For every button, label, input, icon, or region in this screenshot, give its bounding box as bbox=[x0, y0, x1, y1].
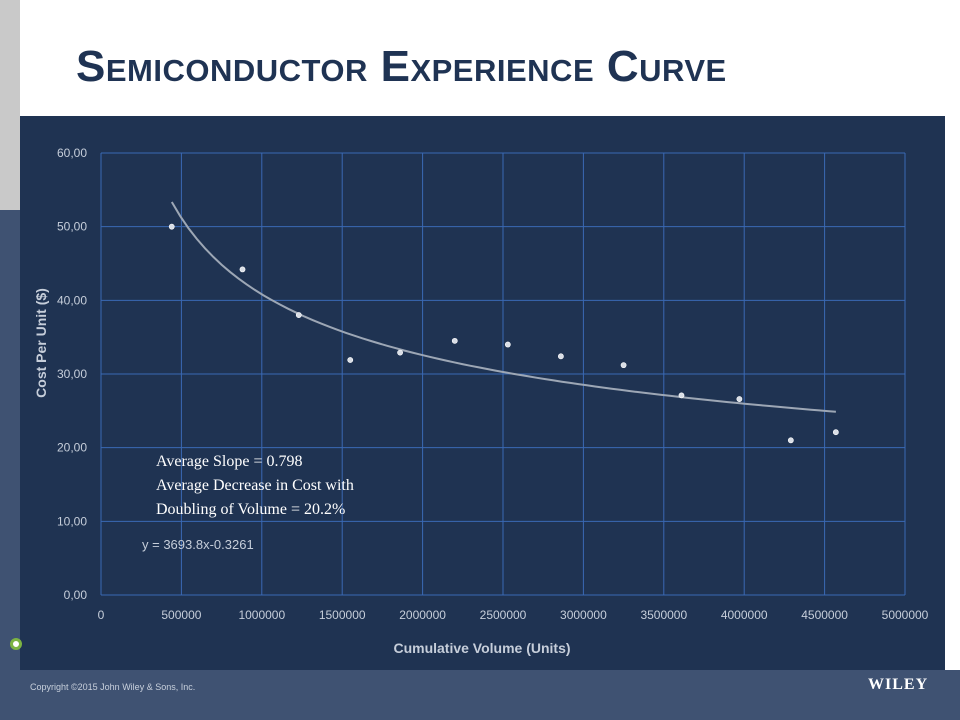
data-point bbox=[678, 392, 685, 399]
data-point bbox=[451, 337, 458, 344]
y-tick-label: 30,00 bbox=[57, 367, 87, 381]
y-tick-label: 10,00 bbox=[57, 514, 87, 528]
x-tick-label: 2500000 bbox=[480, 608, 527, 622]
data-point bbox=[557, 353, 564, 360]
x-tick-label: 2000000 bbox=[399, 608, 446, 622]
x-axis-label: Cumulative Volume (Units) bbox=[393, 640, 570, 656]
x-tick-label: 1500000 bbox=[319, 608, 366, 622]
y-tick-label: 50,00 bbox=[57, 220, 87, 234]
data-point bbox=[504, 341, 511, 348]
data-point bbox=[620, 362, 627, 369]
y-axis-label: Cost Per Unit ($) bbox=[33, 288, 49, 398]
data-point bbox=[347, 357, 354, 363]
x-tick-label: 1000000 bbox=[238, 608, 285, 622]
y-tick-label: 20,00 bbox=[57, 441, 87, 455]
y-tick-label: 60,00 bbox=[57, 146, 87, 160]
y-tick-label: 0,00 bbox=[64, 588, 88, 602]
chart-background bbox=[20, 116, 945, 672]
tick-layer: 0 500000 1000000 1500000 2000000 2500000 30000… bbox=[57, 146, 929, 622]
grid-layer bbox=[100, 152, 906, 596]
data-point bbox=[295, 312, 302, 318]
point-layer bbox=[168, 223, 839, 444]
data-point bbox=[832, 429, 839, 436]
data-point bbox=[736, 396, 743, 402]
trendline-equation: y = 3693.8x-0.3261 bbox=[142, 537, 254, 552]
publisher-logo: WILEY bbox=[868, 676, 929, 693]
data-point bbox=[397, 349, 403, 356]
chart-svg: 0 500000 1000000 1500000 2000000 2500000 30000… bbox=[20, 116, 945, 672]
annotation-line-3: Doubling of Volume = 20.2% bbox=[156, 501, 345, 518]
trend-layer bbox=[170, 201, 836, 413]
logo-ring-icon bbox=[10, 638, 22, 650]
y-tick-label: 40,00 bbox=[57, 293, 87, 307]
data-point bbox=[787, 437, 794, 444]
x-tick-label: 4000000 bbox=[721, 608, 768, 622]
copyright-text: Copyright ©2015 John Wiley & Sons, Inc. bbox=[30, 682, 196, 692]
x-tick-label: 500000 bbox=[161, 608, 201, 622]
x-tick-label: 3500000 bbox=[640, 608, 687, 622]
experience-curve-chart: 0 500000 1000000 1500000 2000000 2500000 30000… bbox=[20, 116, 945, 672]
slide-title: Semiconductor Experience Curve bbox=[76, 42, 727, 91]
power-trendline bbox=[170, 201, 836, 413]
data-point bbox=[168, 223, 175, 230]
x-tick-label: 4500000 bbox=[801, 608, 848, 622]
left-accent-bar-dark bbox=[0, 210, 20, 670]
annotation-line-1: Average Slope = 0.798 bbox=[156, 453, 302, 470]
x-tick-label: 5000000 bbox=[882, 608, 929, 622]
x-tick-label: 0 bbox=[98, 608, 105, 622]
footer-band bbox=[0, 670, 960, 720]
left-accent-bar bbox=[0, 0, 20, 210]
x-tick-label: 3000000 bbox=[560, 608, 607, 622]
annotation-line-2: Average Decrease in Cost with bbox=[156, 477, 354, 494]
data-point bbox=[239, 266, 246, 273]
